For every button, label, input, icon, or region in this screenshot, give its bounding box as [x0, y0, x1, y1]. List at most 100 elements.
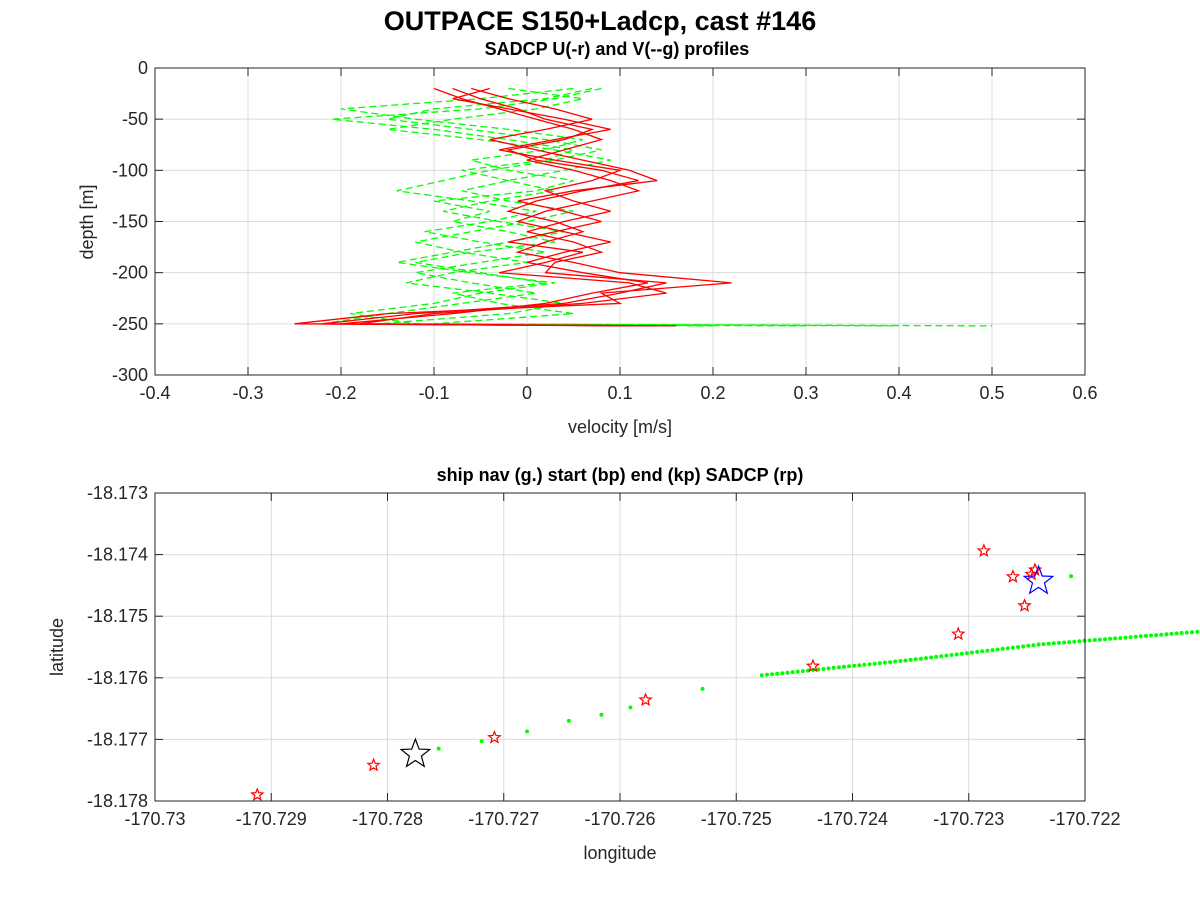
- nav-x-tick-label: -170.728: [352, 809, 423, 829]
- nav-track-point: [913, 657, 918, 662]
- sadcp-star-marker: [805, 658, 821, 673]
- profile-axes: SADCP U(-r) and V(--g) profiles -0.4 -0.3…: [77, 39, 1098, 437]
- nav-track-point: [1087, 638, 1092, 643]
- nav-x-tick-label: -170.729: [236, 809, 307, 829]
- nav-track-point: [831, 665, 836, 670]
- sadcp-star-marker: [1017, 598, 1032, 612]
- nav-track-point: [826, 666, 831, 671]
- nav-track-point: [929, 655, 934, 660]
- u-profile-line: [294, 87, 732, 327]
- profile-x-tick-label: 0.1: [607, 383, 632, 403]
- nav-track-point: [1062, 640, 1067, 645]
- nav-track-point: [903, 658, 908, 663]
- nav-track-point: [1149, 633, 1153, 638]
- sadcp-star-marker: [638, 692, 653, 707]
- profile-x-tick-label: -0.1: [418, 383, 449, 403]
- nav-track-point: [1113, 636, 1118, 641]
- nav-track-point: [1000, 646, 1005, 651]
- nav-track-point: [898, 659, 903, 663]
- nav-track-point: [964, 651, 969, 656]
- v-profile-line: [340, 87, 993, 327]
- nav-track-point: [1174, 631, 1179, 636]
- nav-track-point: [1026, 643, 1031, 648]
- nav-x-tick-label: -170.73: [124, 809, 185, 829]
- nav-fix-point: [566, 718, 571, 723]
- nav-track-point: [1179, 631, 1184, 635]
- nav-y-tick-label: -18.178: [87, 791, 148, 811]
- v-profile-line: [322, 87, 807, 327]
- nav-track-point: [852, 663, 857, 668]
- nav-track-point: [1051, 641, 1056, 646]
- end-star-marker: [399, 737, 432, 768]
- nav-track-point: [985, 648, 990, 653]
- profile-y-tick-label: -300: [112, 365, 148, 385]
- nav-track-point: [1067, 640, 1072, 645]
- nav-track-point: [1159, 632, 1164, 637]
- nav-track-point: [775, 671, 780, 676]
- nav-track-point: [1190, 630, 1194, 635]
- sadcp-star-marker: [487, 729, 502, 744]
- v-profile-line: [331, 87, 900, 327]
- nav-track-point: [1128, 635, 1133, 640]
- nav-track-point: [1184, 630, 1189, 635]
- profile-x-tick-label: -0.4: [139, 383, 170, 403]
- nav-track-point: [1046, 641, 1051, 646]
- u-profile-line: [340, 87, 649, 327]
- nav-ylabel: latitude: [47, 618, 67, 676]
- profile-ticks: -0.4 -0.3 -0.2 -0.1 0 0.1 0.2 0.3 0.4 0.5 0.6 0 -50 -…: [112, 58, 1098, 403]
- nav-track-point: [1108, 636, 1113, 641]
- nav-data: [250, 543, 1200, 802]
- nav-track-point: [780, 671, 785, 676]
- profile-xlabel: velocity [m/s]: [568, 417, 672, 437]
- nav-fix-point: [599, 712, 604, 717]
- profile-y-tick-label: 0: [138, 58, 148, 78]
- nav-fix-point: [525, 729, 529, 734]
- nav-track-point: [1123, 635, 1128, 640]
- nav-track-point: [883, 660, 887, 665]
- nav-track-point: [939, 654, 944, 659]
- nav-x-tick-label: -170.723: [933, 809, 1004, 829]
- start-star-marker: [1022, 564, 1055, 595]
- nav-title: ship nav (g.) start (bp) end (kp) SADCP …: [437, 465, 804, 485]
- profile-y-tick-label: -250: [112, 314, 148, 334]
- nav-track-point: [924, 656, 928, 661]
- nav-ticks: -170.73 -170.729 -170.728 -170.727 -170.726 -…: [87, 483, 1121, 829]
- nav-fix-point: [700, 686, 705, 691]
- profile-y-tick-label: -50: [122, 109, 148, 129]
- nav-track-point: [1010, 645, 1015, 650]
- v-profile-line: [378, 87, 714, 327]
- nav-track-point: [949, 653, 954, 657]
- sadcp-star-marker: [250, 787, 265, 802]
- nav-track-point: [841, 664, 846, 669]
- nav-track-point: [1057, 640, 1061, 645]
- nav-track-point: [1097, 637, 1102, 642]
- nav-track-point: [862, 662, 867, 667]
- profile-title: SADCP U(-r) and V(--g) profiles: [485, 39, 750, 59]
- nav-track-point: [918, 656, 923, 661]
- nav-fix-point: [628, 705, 633, 710]
- nav-axes: ship nav (g.) start (bp) end (kp) SADCP …: [47, 465, 1200, 863]
- sadcp-star-marker: [976, 543, 992, 558]
- nav-track-point: [888, 660, 893, 665]
- profile-x-tick-label: 0.2: [700, 383, 725, 403]
- nav-track-point: [836, 665, 841, 670]
- nav-y-tick-label: -18.173: [87, 483, 148, 503]
- nav-track-point: [821, 667, 826, 671]
- nav-track-point: [959, 651, 964, 656]
- nav-track-point: [795, 669, 800, 674]
- nav-x-tick-label: -170.726: [584, 809, 655, 829]
- nav-track-point: [847, 664, 852, 669]
- nav-track-point: [1031, 643, 1036, 648]
- nav-fix-point: [1069, 574, 1074, 579]
- nav-track-point: [1041, 642, 1046, 647]
- nav-track-point: [1036, 642, 1041, 647]
- nav-x-tick-label: -170.722: [1049, 809, 1120, 829]
- nav-track-point: [1154, 633, 1159, 638]
- nav-track-point: [1169, 631, 1174, 636]
- nav-track-point: [1195, 629, 1200, 634]
- nav-track-point: [975, 649, 980, 654]
- profile-x-tick-label: 0.4: [886, 383, 911, 403]
- profile-y-tick-label: -100: [112, 160, 148, 180]
- nav-track-point: [800, 669, 805, 674]
- nav-track-point: [785, 670, 790, 675]
